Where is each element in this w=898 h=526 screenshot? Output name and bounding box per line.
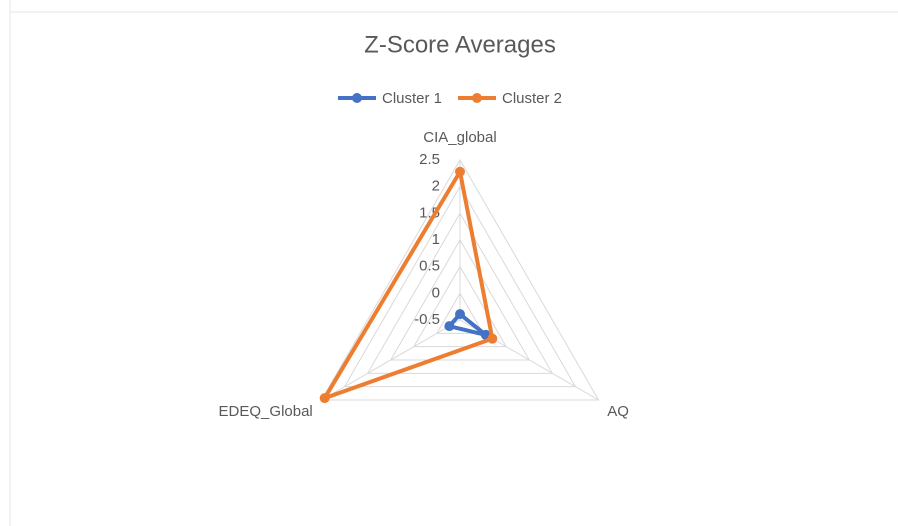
legend-label: Cluster 2: [502, 90, 562, 107]
series-line: [447, 312, 488, 337]
grid-ring: [320, 159, 600, 401]
r-tick-label: 0: [432, 284, 440, 301]
point: [455, 309, 465, 320]
category-label: EDEQ_Global: [219, 403, 313, 420]
spoke: [321, 319, 461, 401]
sheet-lines: [9, 0, 898, 526]
legend-marker: [472, 93, 482, 103]
grid-ring: [412, 265, 508, 348]
legend-marker: [352, 93, 362, 103]
chart-title: Z-Score Averages: [364, 31, 556, 58]
point: [319, 393, 330, 404]
grid-ring: [436, 292, 484, 334]
point: [444, 321, 455, 332]
legend-label: Cluster 1: [382, 90, 442, 107]
category-label: AQ: [607, 403, 629, 420]
grid-ring: [389, 239, 531, 361]
category-label: CIA_global: [423, 129, 496, 146]
point: [455, 166, 465, 177]
grid-ring: [366, 212, 554, 374]
series-line: [322, 169, 495, 401]
grid-ring: [343, 185, 577, 388]
point: [487, 333, 498, 344]
r-tick-label: 1: [432, 231, 440, 248]
r-tick-label: 2.5: [419, 151, 440, 168]
r-tick-label: -0.5: [414, 311, 440, 328]
r-tick-label: 2: [432, 178, 440, 195]
